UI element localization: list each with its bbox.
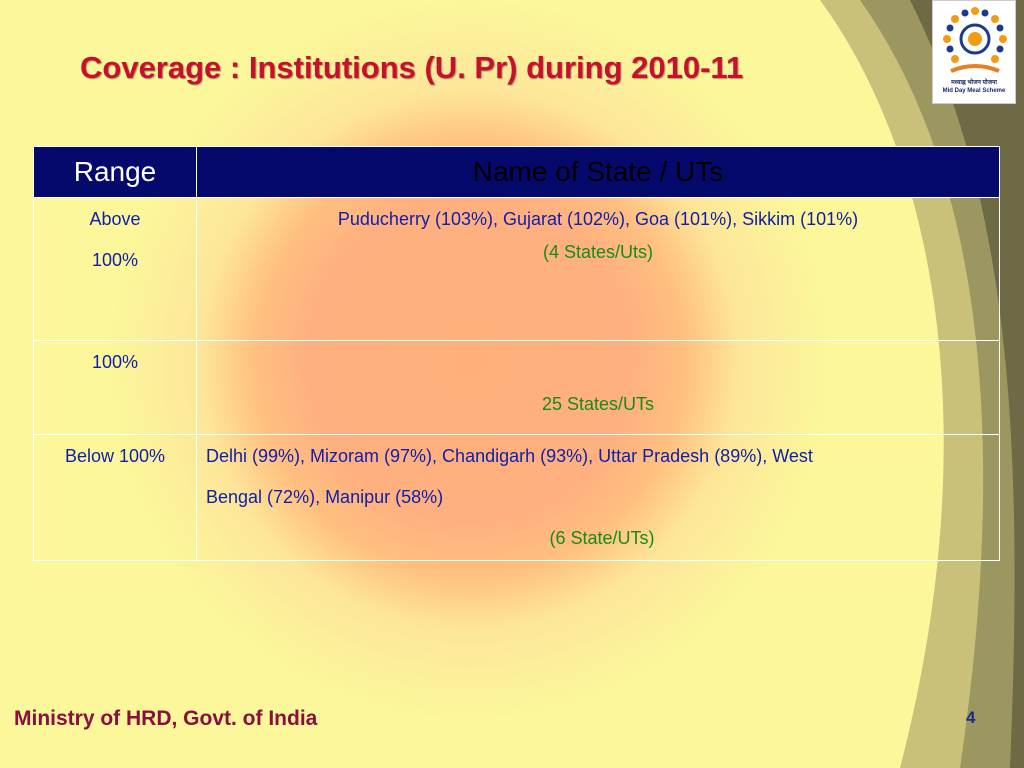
coverage-table: Range Name of State / UTs Above 100% Pud… — [33, 146, 1000, 561]
header-range: Range — [33, 146, 197, 198]
table-row: 100% 25 States/UTs — [33, 340, 1000, 435]
logo-hindi-text: मध्याह्न भोजन योजना — [951, 80, 997, 86]
states-list-line2: Bengal (72%), Manipur (58%) — [206, 487, 444, 507]
mid-day-meal-logo: मध्याह्न भोजन योजना Mid Day Meal Scheme — [932, 0, 1016, 104]
header-state-name: Name of State / UTs — [196, 146, 1000, 198]
states-list: Puducherry (103%), Gujarat (102%), Goa (… — [337, 209, 859, 229]
footer-ministry: Ministry of HRD, Govt. of India — [14, 707, 318, 730]
states-cell: Delhi (99%), Mizoram (97%), Chandigarh (… — [196, 434, 1000, 561]
range-cell: 100% — [33, 340, 197, 435]
slide-title: Coverage : Institutions (U. Pr) during 2… — [80, 50, 744, 85]
range-label-line1: Below 100% — [64, 446, 166, 466]
states-count: 25 States/UTs — [541, 394, 655, 414]
page-number: 4 — [966, 708, 976, 727]
table-row: Below 100% Delhi (99%), Mizoram (97%), C… — [33, 434, 1000, 561]
range-label-line2: 100% — [91, 250, 139, 270]
range-label-line1: 100% — [91, 352, 139, 372]
logo-emblem-icon — [943, 7, 1007, 73]
range-cell: Above 100% — [33, 197, 197, 341]
range-label-line1: Above — [89, 209, 141, 229]
states-list-line1: Delhi (99%), Mizoram (97%), Chandigarh (… — [206, 446, 813, 466]
states-cell: 25 States/UTs — [196, 340, 1000, 435]
table-header-row: Range Name of State / UTs — [33, 146, 1000, 198]
range-cell: Below 100% — [33, 434, 197, 561]
logo-english-text: Mid Day Meal Scheme — [942, 88, 1006, 94]
states-count: (6 State/UTs) — [549, 528, 655, 548]
states-count: (4 States/Uts) — [542, 242, 654, 262]
states-cell: Puducherry (103%), Gujarat (102%), Goa (… — [196, 197, 1000, 341]
table-row: Above 100% Puducherry (103%), Gujarat (1… — [33, 197, 1000, 341]
